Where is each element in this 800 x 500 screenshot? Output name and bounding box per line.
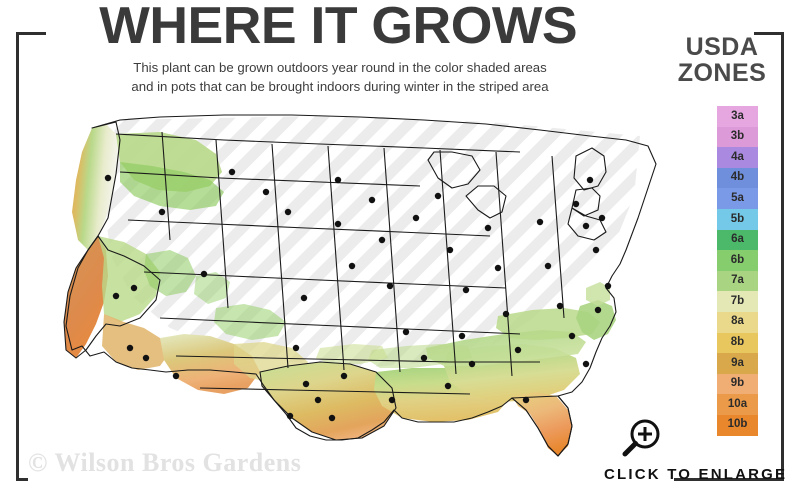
frame-bottom-left xyxy=(16,478,28,481)
watermark-credit: © Wilson Bros Gardens xyxy=(28,448,302,477)
zone-swatch-9b[interactable]: 9b xyxy=(717,373,758,395)
legend-heading: USDA ZONES xyxy=(662,34,782,86)
zone-swatch-4a[interactable]: 4a xyxy=(717,147,758,168)
page-title: WHERE IT GROWS xyxy=(99,0,578,55)
frame-right-edge xyxy=(781,32,784,481)
zone-swatch-8b[interactable]: 8b xyxy=(717,332,758,354)
frame-bottom-right xyxy=(674,478,784,481)
color-shaded-regions xyxy=(64,124,616,456)
usda-zone-map[interactable] xyxy=(20,100,670,460)
legend-heading-line-1: USDA xyxy=(685,33,759,61)
frame-top-left xyxy=(16,32,46,35)
zone-swatch-5b[interactable]: 5b xyxy=(717,208,758,230)
zone-swatch-7a[interactable]: 7a xyxy=(717,270,758,292)
zone-swatch-10b[interactable]: 10b xyxy=(717,414,758,436)
click-to-enlarge-label[interactable]: CLICK TO ENLARGE xyxy=(604,466,788,483)
zone-swatch-9a[interactable]: 9a xyxy=(717,353,758,374)
subtitle-line-1: This plant can be grown outdoors year ro… xyxy=(133,60,547,75)
map-container[interactable] xyxy=(20,100,670,460)
zone-swatch-7b[interactable]: 7b xyxy=(717,291,758,312)
frame-left-edge xyxy=(16,32,19,481)
frame-top-right xyxy=(754,32,784,35)
usda-zone-legend: 3a 3b 4a 4b 5a 5b 6a 6b 7a 7b 8a 8b 9a 9b 10a 10b xyxy=(717,106,758,436)
zone-swatch-6b[interactable]: 6b xyxy=(717,250,758,271)
zone-swatch-6a[interactable]: 6a xyxy=(717,229,758,251)
zone-swatch-8a[interactable]: 8a xyxy=(717,311,758,333)
zone-swatch-3a[interactable]: 3a xyxy=(717,106,758,127)
subtitle-line-2: and in pots that can be brought indoors … xyxy=(131,79,549,94)
page-subtitle: This plant can be grown outdoors year ro… xyxy=(30,58,650,96)
magnifier-plus-icon[interactable] xyxy=(618,418,664,458)
zone-swatch-3b[interactable]: 3b xyxy=(717,126,758,148)
city-markers xyxy=(104,168,612,422)
legend-heading-line-2: ZONES xyxy=(677,59,767,87)
zone-swatch-4b[interactable]: 4b xyxy=(717,167,758,189)
zone-swatch-10a[interactable]: 10a xyxy=(717,394,758,415)
zone-swatch-5a[interactable]: 5a xyxy=(717,188,758,209)
